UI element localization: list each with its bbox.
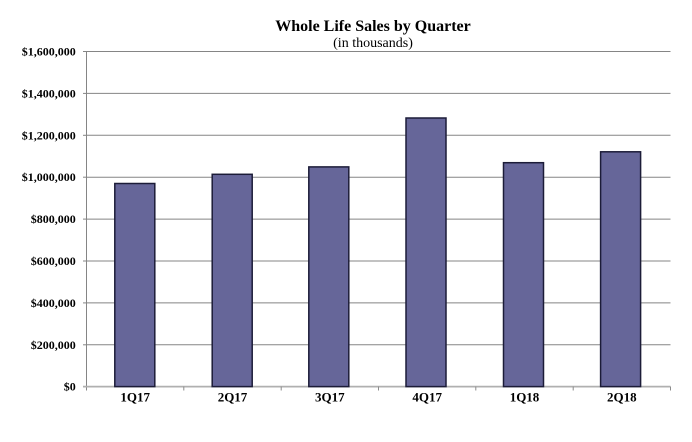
svg-text:3Q17: 3Q17 <box>315 389 345 404</box>
svg-text:$600,000: $600,000 <box>31 254 76 268</box>
svg-text:1Q17: 1Q17 <box>120 389 150 404</box>
svg-text:$0: $0 <box>64 380 76 394</box>
svg-text:(in thousands): (in thousands) <box>333 36 413 51</box>
svg-text:$1,200,000: $1,200,000 <box>22 128 76 142</box>
svg-text:1Q18: 1Q18 <box>510 389 540 404</box>
svg-text:$200,000: $200,000 <box>31 338 76 352</box>
svg-text:$1,600,000: $1,600,000 <box>22 45 76 59</box>
svg-text:$1,000,000: $1,000,000 <box>22 170 76 184</box>
svg-text:Whole Life Sales by Quarter: Whole Life Sales by Quarter <box>275 18 471 35</box>
svg-text:4Q17: 4Q17 <box>412 389 442 404</box>
svg-text:2Q17: 2Q17 <box>218 389 248 404</box>
svg-text:$1,400,000: $1,400,000 <box>22 86 76 100</box>
svg-text:2Q18: 2Q18 <box>607 389 637 404</box>
svg-text:$400,000: $400,000 <box>31 296 76 310</box>
svg-text:$800,000: $800,000 <box>31 212 76 226</box>
